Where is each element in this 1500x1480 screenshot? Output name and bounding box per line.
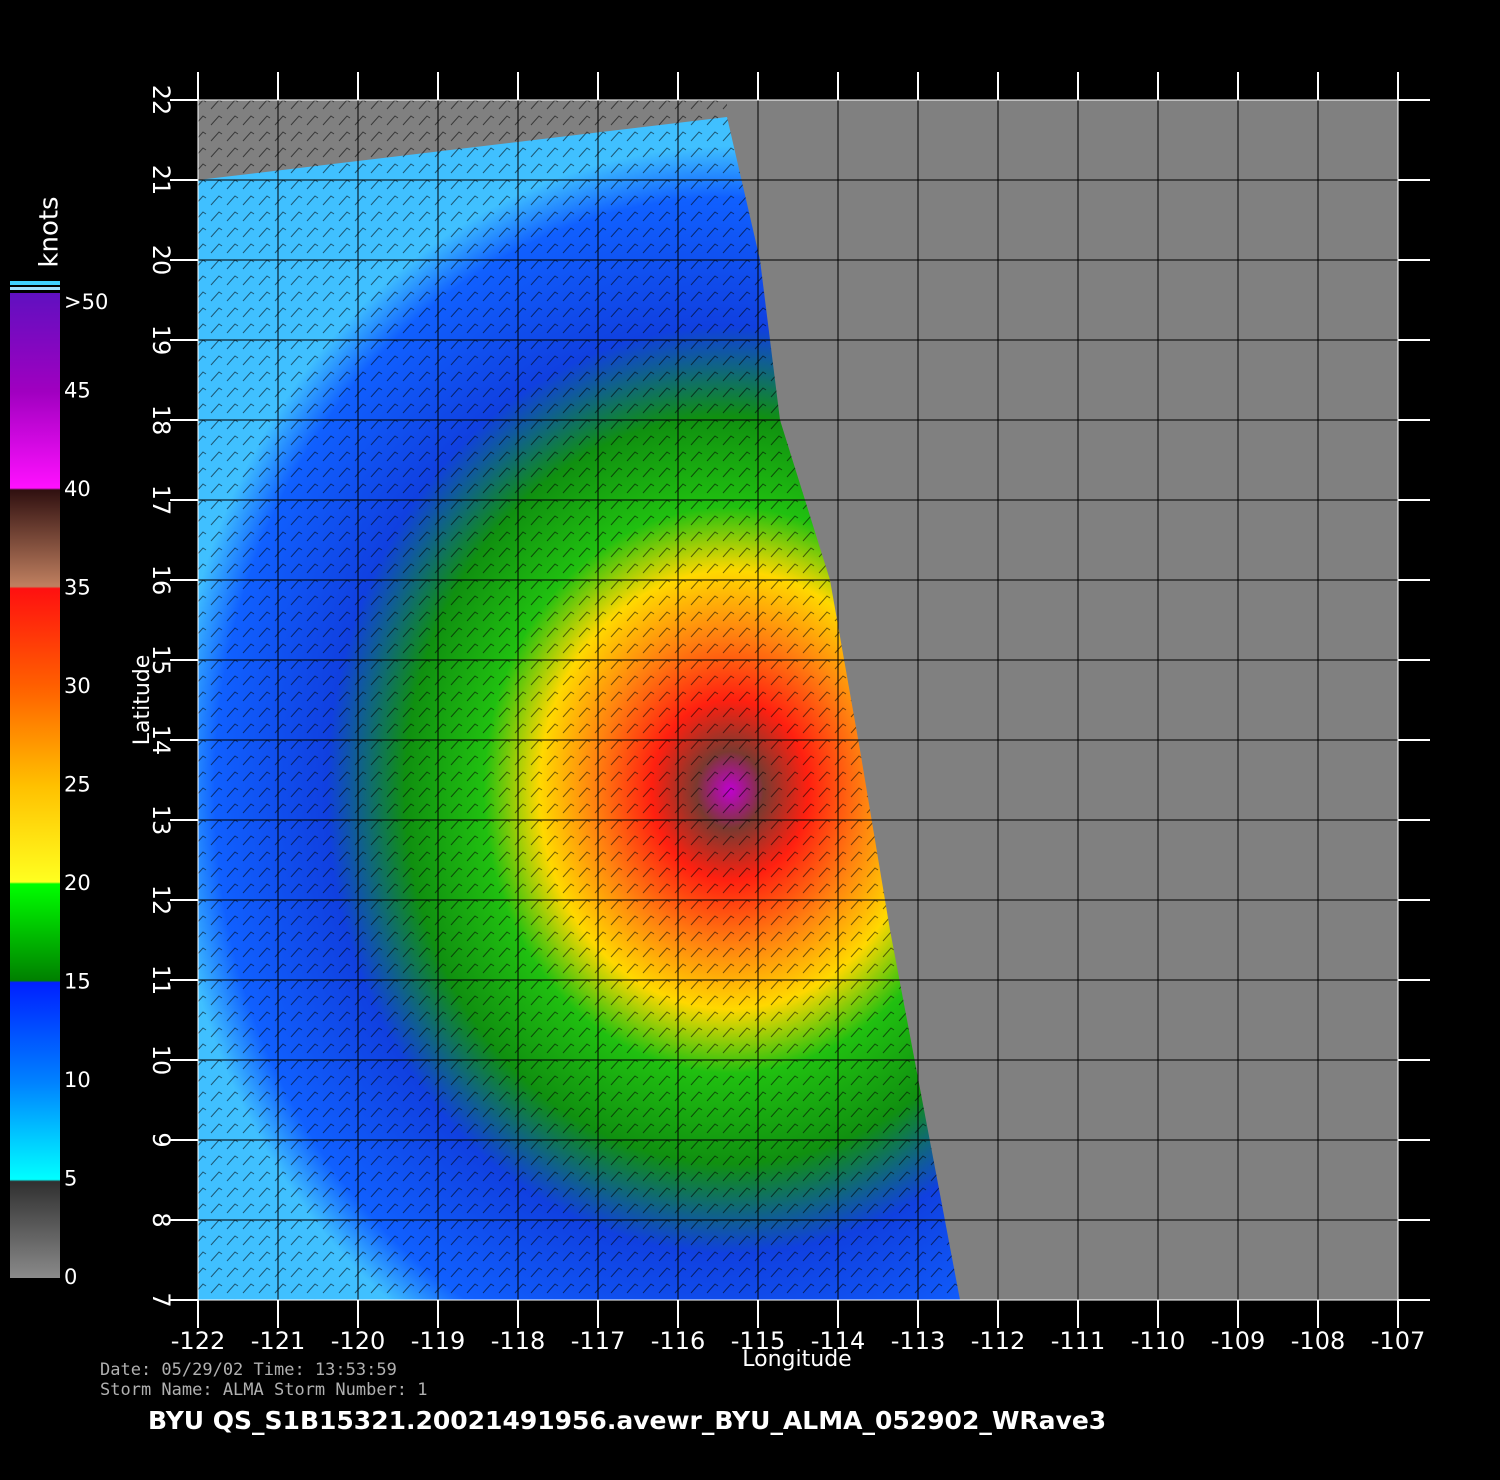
colorbar-tick-label: 5 [64,1167,77,1191]
colorbar-tick-label: 0 [64,1265,77,1289]
y-tick-label: 7 [147,1292,175,1307]
colorbar-tick-label: 35 [64,576,91,600]
colorbar-tick-label: 15 [64,970,91,994]
colorbar-tick-label: 30 [64,674,91,698]
colorbar-cap [10,281,60,285]
x-tick-label: -109 [1211,1327,1265,1355]
chart-title: BYU QS_S1B15321.20021491956.avewr_BYU_AL… [148,1406,1106,1435]
y-tick-label: 12 [147,885,175,916]
y-tick-label: 14 [147,725,175,756]
x-tick-label: -110 [1131,1327,1185,1355]
colorbar-tick-label: 20 [64,871,91,895]
colorbar-tick-label: 25 [64,773,91,797]
y-tick-label: 10 [147,1045,175,1076]
y-tick-label: 16 [147,565,175,596]
y-tick-label: 21 [147,165,175,196]
x-tick-label: -121 [251,1327,305,1355]
wind-barbs [198,100,727,180]
x-tick-label: -119 [411,1327,465,1355]
x-tick-label: -115 [731,1327,785,1355]
y-tick-label: 18 [147,405,175,436]
y-tick-label: 15 [147,645,175,676]
x-tick-label: -116 [651,1327,705,1355]
x-tick-label: -117 [571,1327,625,1355]
info-line: Date: 05/29/02 Time: 13:53:59 [100,1360,397,1380]
x-tick-label: -114 [811,1327,865,1355]
colorbar-tick-label: 10 [64,1068,91,1092]
x-tick-label: -112 [971,1327,1025,1355]
x-tick-label: -122 [171,1327,225,1355]
y-tick-label: 13 [147,805,175,836]
plot-frame [197,99,1399,1301]
x-tick-label: -120 [331,1327,385,1355]
y-axis-label: Latitude [130,655,155,746]
x-tick-label: -108 [1291,1327,1345,1355]
wind-barbs [198,117,960,1300]
y-tick-label: 11 [147,965,175,996]
y-tick-label: 20 [147,245,175,276]
x-axis-label: Longitude [742,1347,851,1372]
y-tick-label: 22 [147,85,175,116]
y-tick-label: 17 [147,485,175,516]
x-tick-label: -107 [1371,1327,1425,1355]
y-tick-label: 19 [147,325,175,356]
x-tick-label: -113 [891,1327,945,1355]
colorbar-tick-label: 45 [64,379,91,403]
colorbar-tick-label: 40 [64,477,91,501]
y-tick-label: 8 [147,1212,175,1227]
info-line: Storm Name: ALMA Storm Number: 1 [100,1380,428,1400]
colorbar [10,293,60,1278]
colorbar-label: knots [35,196,65,267]
x-tick-label: -118 [491,1327,545,1355]
colorbar-tick-label: >50 [64,290,108,314]
x-tick-label: -111 [1051,1327,1105,1355]
y-tick-label: 9 [147,1132,175,1147]
colorbar-cap [10,287,60,290]
